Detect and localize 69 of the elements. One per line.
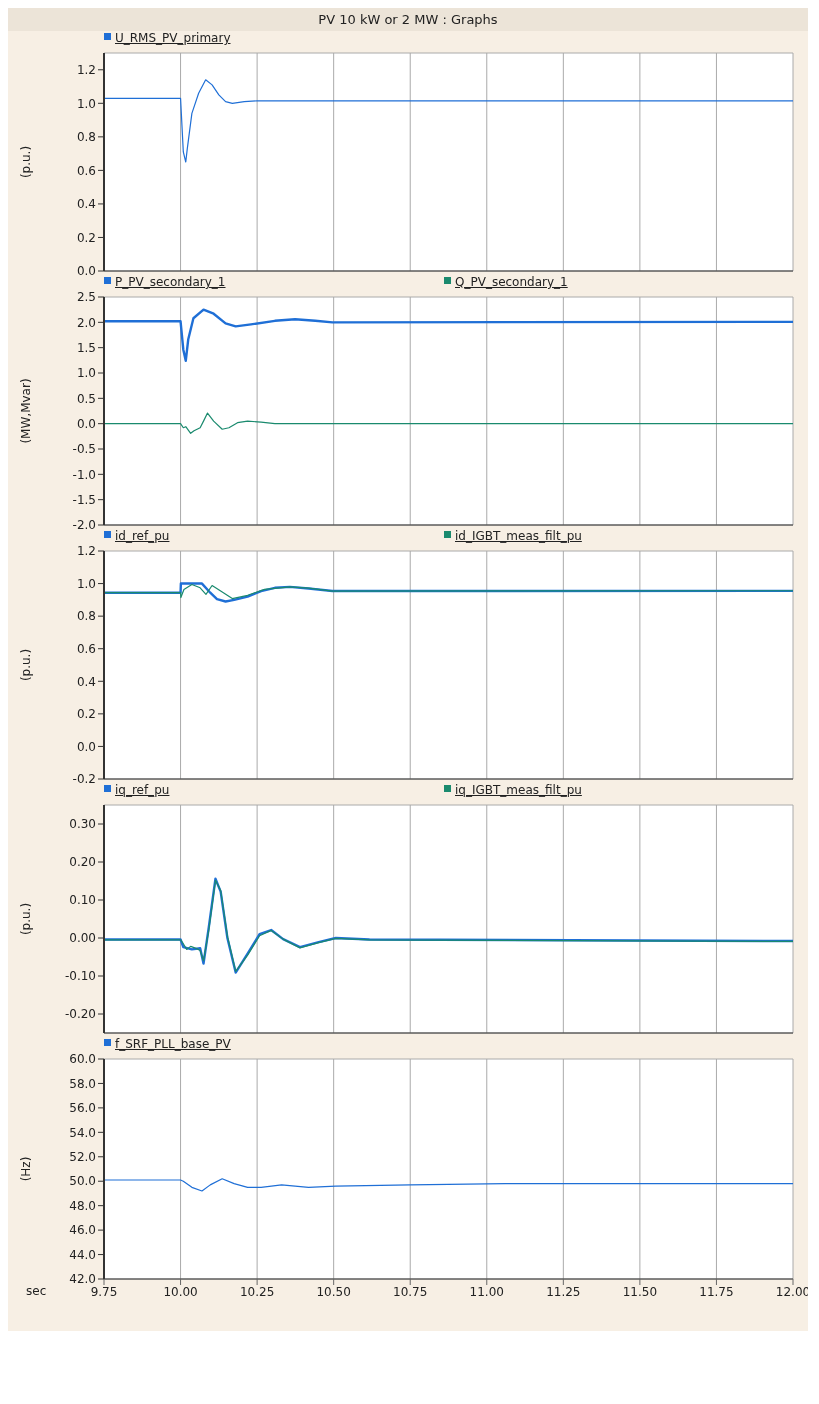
y-tick-label: 2.0 [76, 315, 96, 330]
y-tick-label: -0.10 [64, 969, 96, 984]
y-axis-title: (Hz) [19, 1156, 34, 1182]
y-tick-label: 0.0 [76, 739, 96, 754]
legend-label: iq_IGBT_meas_filt_pu [455, 783, 582, 797]
x-tick-label: 9.75 [90, 1284, 118, 1299]
y-tick-label: 0.30 [69, 817, 96, 832]
legend-label: P_PV_secondary_1 [115, 275, 226, 289]
y-tick-label: 42.0 [69, 1272, 96, 1287]
y-tick-label: 1.5 [76, 340, 96, 355]
y-tick-label: 0.20 [69, 855, 96, 870]
y-tick-label: 0.8 [76, 609, 96, 624]
y-tick-label: 1.2 [76, 63, 96, 78]
y-tick-label: 0.10 [69, 893, 96, 908]
y-axis-title: (p.u.) [19, 648, 34, 682]
y-tick-label: 44.0 [69, 1247, 96, 1262]
legend-label: id_IGBT_meas_filt_pu [455, 529, 582, 543]
x-tick-label: 10.50 [316, 1284, 351, 1299]
y-tick-label: 2.5 [76, 290, 96, 305]
y-tick-label: 48.0 [69, 1198, 96, 1213]
y-tick-label: 0.4 [76, 197, 96, 212]
x-tick-label: 11.50 [622, 1284, 658, 1299]
y-tick-label: -0.2 [72, 772, 96, 787]
y-axis-title: (MW,Mvar) [19, 378, 34, 444]
y-tick-label: 0.8 [76, 130, 96, 145]
y-axis-title: (p.u.) [19, 145, 34, 179]
y-tick-label: 50.0 [69, 1174, 96, 1189]
line-series [104, 412, 793, 434]
x-tick-label: 11.75 [699, 1284, 734, 1299]
y-tick-label: 0.2 [76, 230, 96, 245]
y-tick-label: 1.2 [76, 544, 96, 559]
y-tick-label: 56.0 [69, 1101, 96, 1116]
y-tick-label: -0.5 [72, 442, 96, 457]
x-tick-label: 11.25 [546, 1284, 581, 1299]
y-tick-label: 58.0 [69, 1076, 96, 1091]
legend-label: U_RMS_PV_primary [115, 31, 231, 45]
y-tick-label: 54.0 [69, 1125, 96, 1140]
y-tick-label: 1.0 [76, 576, 96, 591]
y-tick-label: 60.0 [69, 1052, 96, 1067]
y-axis-title: (p.u.) [19, 902, 34, 936]
y-tick-label: 0.0 [76, 416, 96, 431]
legend-label: Q_PV_secondary_1 [455, 275, 568, 289]
y-tick-label: 1.0 [76, 96, 96, 111]
chart-title: PV 10 kW or 2 MW : Graphs [8, 8, 808, 31]
y-tick-label: 0.4 [76, 674, 96, 689]
x-tick-label: 10.00 [163, 1284, 198, 1299]
y-tick-label: 46.0 [69, 1223, 96, 1238]
line-series [104, 1178, 793, 1192]
line-series [104, 79, 793, 163]
x-axis-title: sec [26, 1284, 47, 1298]
y-tick-label: -0.20 [64, 1007, 96, 1022]
y-tick-label: 52.0 [69, 1150, 96, 1165]
line-series [104, 308, 793, 363]
y-tick-label: 1.0 [76, 366, 96, 381]
y-tick-label: 0.6 [76, 163, 96, 178]
legend-label: f_SRF_PLL_base_PV [115, 1037, 231, 1051]
y-tick-label: -1.0 [72, 467, 96, 482]
x-tick-label: 10.25 [239, 1284, 275, 1299]
y-tick-label: -2.0 [72, 518, 96, 533]
y-tick-label: -1.5 [72, 492, 96, 507]
y-tick-label: 0.6 [76, 641, 96, 656]
x-tick-label: 11.00 [469, 1284, 504, 1299]
y-tick-label: 0.5 [76, 391, 96, 406]
legend-label: id_ref_pu [115, 529, 170, 543]
y-tick-label: 0.0 [76, 264, 96, 279]
y-tick-label: 0.2 [76, 707, 96, 722]
x-tick-label: 10.75 [393, 1284, 428, 1299]
y-tick-label: 0.00 [69, 931, 96, 946]
legend-label: iq_ref_pu [115, 783, 170, 797]
